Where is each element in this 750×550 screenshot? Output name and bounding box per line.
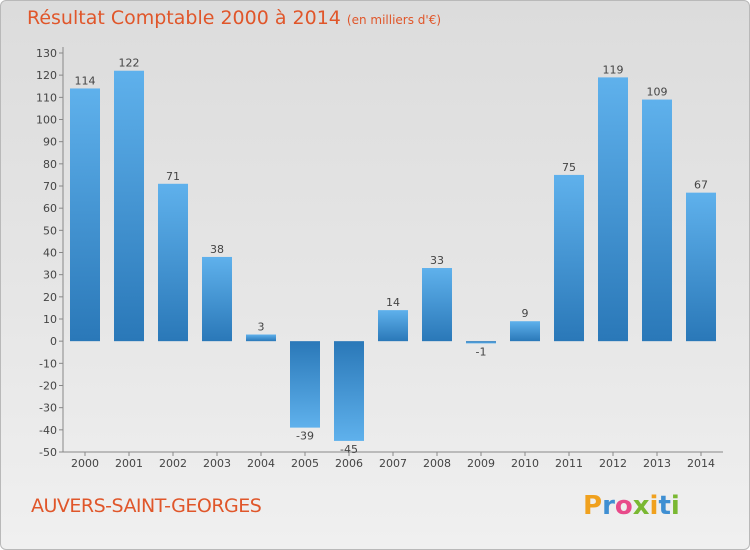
- y-tick-label: 50: [43, 224, 57, 237]
- x-tick-label: 2000: [71, 457, 99, 470]
- chart-title: Résultat Comptable 2000 à 2014 (en millie…: [27, 7, 441, 29]
- y-tick-label: -50: [39, 446, 57, 459]
- logo-letter: i: [670, 491, 680, 521]
- y-tick-label: 130: [36, 47, 57, 60]
- y-tick-label: 110: [36, 91, 57, 104]
- x-tick-label: 2012: [599, 457, 627, 470]
- commune-name: AUVERS-SAINT-GEORGES: [31, 495, 262, 517]
- x-tick-label: 2005: [291, 457, 319, 470]
- bar: [598, 77, 628, 342]
- logo-letter: o: [614, 491, 633, 521]
- data-label: 75: [562, 161, 576, 174]
- proxiti-logo: Proxiti: [583, 491, 680, 521]
- data-label: 38: [210, 243, 224, 256]
- y-tick-label: 30: [43, 269, 57, 282]
- y-tick-label: 40: [43, 247, 57, 260]
- bar: [158, 183, 188, 342]
- data-label: 33: [430, 254, 444, 267]
- bar: [686, 192, 716, 342]
- data-label: 122: [119, 57, 140, 70]
- y-tick-label: 60: [43, 202, 57, 215]
- data-label: -1: [476, 345, 487, 358]
- logo-letter: i: [649, 491, 659, 521]
- x-tick-label: 2004: [247, 457, 275, 470]
- y-tick-label: 120: [36, 69, 57, 82]
- bar: [642, 99, 672, 342]
- y-tick-label: 0: [50, 335, 57, 348]
- x-tick-label: 2001: [115, 457, 143, 470]
- y-tick-label: -10: [39, 357, 57, 370]
- logo-letter: P: [583, 491, 603, 521]
- data-label: -45: [340, 443, 358, 456]
- y-tick-label: 10: [43, 313, 57, 326]
- y-tick-label: 70: [43, 180, 57, 193]
- bar: [510, 321, 540, 342]
- y-tick-label: 20: [43, 291, 57, 304]
- y-tick-label: 80: [43, 158, 57, 171]
- data-label: 14: [386, 296, 400, 309]
- x-tick-label: 2014: [687, 457, 715, 470]
- bar: [334, 341, 364, 441]
- bar: [422, 268, 452, 342]
- data-label: 114: [75, 74, 96, 87]
- x-tick-label: 2007: [379, 457, 407, 470]
- data-label: 119: [603, 63, 624, 76]
- logo-letter: r: [602, 491, 615, 521]
- bar: [114, 70, 144, 342]
- y-tick-label: -20: [39, 380, 57, 393]
- unit-label: (en milliers d'€): [346, 13, 442, 27]
- x-tick-label: 2008: [423, 457, 451, 470]
- bar: [246, 334, 276, 342]
- bar: [554, 174, 584, 342]
- x-tick-label: 2010: [511, 457, 539, 470]
- bar: [466, 341, 496, 344]
- x-tick-label: 2013: [643, 457, 671, 470]
- x-tick-label: 2009: [467, 457, 495, 470]
- x-tick-label: 2002: [159, 457, 187, 470]
- logo-letter: x: [632, 491, 650, 521]
- data-label: 9: [522, 307, 529, 320]
- logo-letter: t: [658, 491, 671, 521]
- title-text: Résultat Comptable 2000 à 2014: [27, 7, 341, 29]
- bar: [290, 341, 320, 428]
- data-label: -39: [296, 430, 314, 443]
- y-tick-label: -40: [39, 424, 57, 437]
- y-tick-label: -30: [39, 402, 57, 415]
- data-label: 109: [647, 86, 668, 99]
- x-tick-label: 2011: [555, 457, 583, 470]
- data-label: 3: [258, 321, 265, 334]
- bar: [70, 88, 100, 342]
- bar: [378, 310, 408, 342]
- y-tick-label: 100: [36, 114, 57, 127]
- data-label: 71: [166, 170, 180, 183]
- y-tick-label: 90: [43, 136, 57, 149]
- x-tick-label: 2006: [335, 457, 363, 470]
- x-tick-label: 2003: [203, 457, 231, 470]
- data-label: 67: [694, 179, 708, 192]
- bar: [202, 256, 232, 342]
